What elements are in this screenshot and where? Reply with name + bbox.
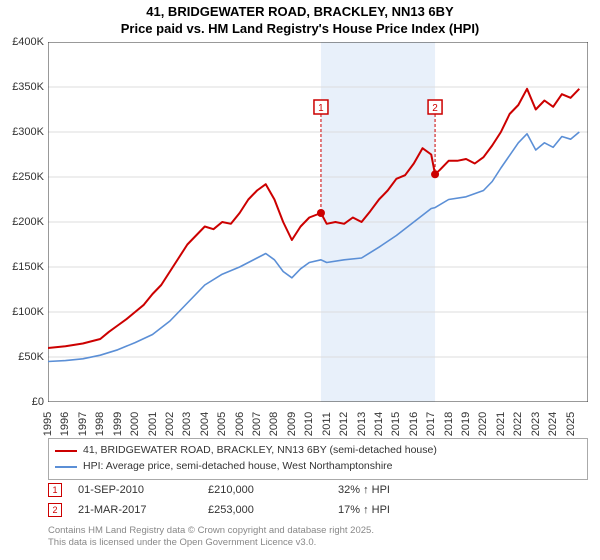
footer-line-1: Contains HM Land Registry data © Crown c… xyxy=(48,525,374,537)
x-axis-label: 2018 xyxy=(443,412,455,436)
legend-box: 41, BRIDGEWATER ROAD, BRACKLEY, NN13 6BY… xyxy=(48,438,588,480)
x-axis-label: 2025 xyxy=(565,412,577,436)
y-axis-label: £400K xyxy=(12,36,44,48)
y-axis-label: £250K xyxy=(12,171,44,183)
sale-diff: 17% ↑ HPI xyxy=(338,504,468,516)
x-axis-label: 2014 xyxy=(373,412,385,436)
sale-marker-1: 1 xyxy=(48,483,62,497)
sale-diff: 32% ↑ HPI xyxy=(338,484,468,496)
x-axis-label: 1999 xyxy=(112,412,124,436)
x-axis-label: 2000 xyxy=(129,412,141,436)
sales-table: 1 01-SEP-2010 £210,000 32% ↑ HPI 2 21-MA… xyxy=(48,480,588,520)
sale-marker-2: 2 xyxy=(48,503,62,517)
y-axis-label: £0 xyxy=(32,396,44,408)
y-axis-label: £100K xyxy=(12,306,44,318)
y-axis-label: £150K xyxy=(12,261,44,273)
line-chart: 12 xyxy=(48,42,588,402)
svg-text:1: 1 xyxy=(318,103,324,114)
title-line-1: 41, BRIDGEWATER ROAD, BRACKLEY, NN13 6BY xyxy=(0,4,600,21)
legend-swatch-blue xyxy=(55,466,77,468)
legend-item-price-paid: 41, BRIDGEWATER ROAD, BRACKLEY, NN13 6BY… xyxy=(55,443,581,459)
sales-row: 1 01-SEP-2010 £210,000 32% ↑ HPI xyxy=(48,480,588,500)
x-axis-label: 2020 xyxy=(477,412,489,436)
x-axis-label: 2024 xyxy=(547,412,559,436)
legend-label: HPI: Average price, semi-detached house,… xyxy=(83,459,393,475)
x-axis-label: 2006 xyxy=(234,412,246,436)
x-axis-label: 2013 xyxy=(356,412,368,436)
chart-area: 12 xyxy=(48,42,588,402)
x-axis-label: 1995 xyxy=(42,412,54,436)
marker-num: 2 xyxy=(52,505,57,515)
legend-label: 41, BRIDGEWATER ROAD, BRACKLEY, NN13 6BY… xyxy=(83,443,437,459)
sales-row: 2 21-MAR-2017 £253,000 17% ↑ HPI xyxy=(48,500,588,520)
title-line-2: Price paid vs. HM Land Registry's House … xyxy=(0,21,600,38)
sale-price: £253,000 xyxy=(208,504,338,516)
x-axis-label: 2011 xyxy=(321,412,333,436)
x-axis-label: 1997 xyxy=(77,412,89,436)
svg-text:2: 2 xyxy=(432,103,438,114)
x-axis-label: 2010 xyxy=(303,412,315,436)
sale-date: 21-MAR-2017 xyxy=(78,504,208,516)
x-axis-label: 2007 xyxy=(251,412,263,436)
x-axis-label: 2008 xyxy=(268,412,280,436)
footer-attribution: Contains HM Land Registry data © Crown c… xyxy=(48,525,374,550)
x-axis-label: 2021 xyxy=(495,412,507,436)
chart-title-block: 41, BRIDGEWATER ROAD, BRACKLEY, NN13 6BY… xyxy=(0,0,600,38)
x-axis-label: 2016 xyxy=(408,412,420,436)
footer-line-2: This data is licensed under the Open Gov… xyxy=(48,537,374,549)
y-axis-label: £350K xyxy=(12,81,44,93)
legend-item-hpi: HPI: Average price, semi-detached house,… xyxy=(55,459,581,475)
x-axis-label: 2015 xyxy=(390,412,402,436)
x-axis-label: 2023 xyxy=(530,412,542,436)
x-axis-label: 1998 xyxy=(94,412,106,436)
x-axis-label: 2022 xyxy=(512,412,524,436)
x-axis-label: 2003 xyxy=(181,412,193,436)
x-axis-label: 2009 xyxy=(286,412,298,436)
sale-price: £210,000 xyxy=(208,484,338,496)
y-axis-label: £50K xyxy=(18,351,44,363)
x-axis-label: 2017 xyxy=(425,412,437,436)
x-axis-label: 2019 xyxy=(460,412,472,436)
x-axis-label: 2012 xyxy=(338,412,350,436)
x-axis-label: 2001 xyxy=(147,412,159,436)
x-axis-label: 1996 xyxy=(59,412,71,436)
x-axis-label: 2002 xyxy=(164,412,176,436)
x-axis-label: 2005 xyxy=(216,412,228,436)
x-axis-label: 2004 xyxy=(199,412,211,436)
sale-date: 01-SEP-2010 xyxy=(78,484,208,496)
y-axis-label: £300K xyxy=(12,126,44,138)
legend-swatch-red xyxy=(55,450,77,452)
marker-num: 1 xyxy=(52,485,57,495)
y-axis-label: £200K xyxy=(12,216,44,228)
